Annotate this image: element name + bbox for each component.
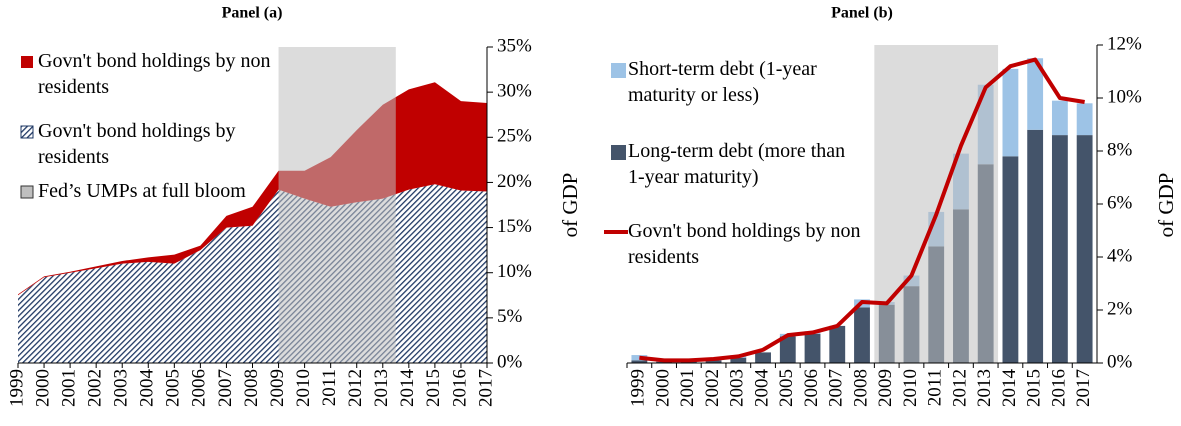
legend-label: Short-term debt (1-year maturity or less…	[628, 58, 817, 106]
x-tick-label: 2006	[189, 369, 210, 407]
x-tick-label: 2015	[1024, 369, 1045, 407]
legend-swatch	[20, 185, 34, 199]
y-tick-label: 35%	[497, 35, 532, 56]
legend-swatch	[611, 63, 626, 78]
y-tick-label: 25%	[497, 126, 532, 147]
bar	[1027, 129, 1044, 363]
line	[639, 57, 1085, 363]
x-tick-label: 2001	[58, 369, 79, 407]
bar	[779, 336, 796, 363]
x-tick-label: 2002	[702, 369, 723, 407]
legend-label: Long-term debt (more than 1-year maturit…	[628, 140, 846, 188]
x-tick-label: 2008	[850, 369, 871, 407]
chart-title: Panel (b)	[831, 5, 893, 22]
legend-label: Govn't bond holdings by non residents	[38, 50, 271, 98]
y-tick-label: 8%	[1107, 139, 1133, 160]
x-tick-label: 2009	[267, 369, 288, 407]
y-tick-label: 0%	[497, 351, 523, 372]
x-tick-label: 2001	[677, 369, 698, 407]
x-tick-label: 2000	[652, 369, 673, 407]
y-tick-label: 10%	[497, 261, 532, 282]
x-tick-label: 2002	[85, 369, 106, 407]
x-tick-label: 2013	[371, 369, 392, 407]
chart-title: Panel (a)	[222, 5, 283, 22]
x-tick-label: 2017	[475, 369, 496, 407]
bar	[705, 360, 722, 363]
x-tick-label: 2012	[345, 369, 366, 407]
x-tick-label: 2015	[423, 369, 444, 407]
x-tick-label: 2016	[1048, 369, 1069, 407]
x-tick-label: 2003	[727, 369, 748, 407]
legend-swatch	[611, 145, 626, 160]
x-tick-label: 2008	[241, 369, 262, 407]
bar	[631, 360, 648, 363]
x-tick-label: 2012	[949, 369, 970, 407]
y-tick-label: 4%	[1107, 245, 1133, 266]
y-tick-label: 0%	[1107, 351, 1133, 372]
y-tick-label: 10%	[1107, 86, 1142, 107]
bar	[1076, 135, 1093, 363]
x-tick-label: 2016	[449, 369, 470, 407]
x-tick-label: 1999	[628, 369, 649, 407]
bar	[829, 325, 846, 363]
legend-swatch	[21, 56, 33, 68]
y-tick-label: 6%	[1107, 192, 1133, 213]
x-tick-label: 2013	[974, 369, 995, 407]
x-tick-label: 2007	[826, 369, 847, 407]
x-tick-label: 2009	[875, 369, 896, 407]
x-tick-label: 2004	[137, 369, 158, 408]
legend-label: Govn't bond holdings by residents	[38, 120, 236, 168]
x-tick-label: 2005	[163, 369, 184, 407]
x-tick-label: 2011	[925, 369, 946, 406]
y-tick-label: 30%	[497, 81, 532, 102]
x-tick-label: 2007	[215, 369, 236, 407]
x-tick-label: 2014	[397, 369, 418, 408]
bar	[1002, 68, 1019, 157]
bar	[1002, 156, 1019, 363]
bar	[1076, 103, 1093, 136]
shaded-period	[874, 45, 999, 363]
x-tick-label: 2014	[999, 369, 1020, 408]
legend-label: Govn't bond holdings by non residents	[628, 220, 861, 268]
x-tick-label: 2000	[32, 369, 53, 407]
x-tick-label: 2005	[776, 369, 797, 407]
shaded-period	[278, 47, 396, 363]
x-tick-label: 2004	[751, 369, 772, 408]
bar	[631, 355, 648, 361]
x-tick-label: 1999	[6, 369, 27, 407]
x-tick-label: 2010	[293, 369, 314, 407]
x-tick-label: 2003	[111, 369, 132, 407]
y-tick-label: 2%	[1107, 298, 1133, 319]
legend-label: Fed’s UMPs at full bloom	[38, 180, 246, 202]
bar	[854, 307, 870, 363]
bar	[804, 333, 821, 363]
y-tick-label: 5%	[497, 306, 523, 327]
bar	[730, 357, 747, 363]
x-tick-label: 2010	[900, 369, 921, 407]
y-tick-label: 20%	[497, 171, 532, 192]
bar	[1051, 100, 1068, 136]
x-tick-label: 2017	[1073, 369, 1094, 407]
legend-swatch	[20, 125, 34, 139]
x-tick-label: 2006	[801, 369, 822, 407]
bar	[1051, 135, 1068, 363]
x-tick-label: 2011	[319, 369, 340, 406]
y-axis-label: of GDP	[1154, 173, 1178, 238]
y-axis-label: of GDP	[558, 173, 582, 238]
y-tick-label: 12%	[1107, 33, 1142, 54]
y-tick-label: 15%	[497, 216, 532, 237]
bar	[755, 352, 771, 363]
bar	[1027, 58, 1044, 130]
